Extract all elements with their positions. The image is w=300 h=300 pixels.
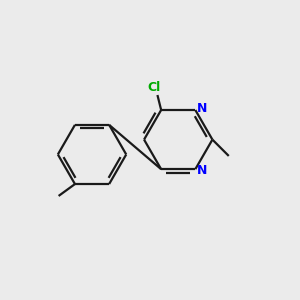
Text: N: N xyxy=(197,164,207,177)
Text: Cl: Cl xyxy=(147,81,160,94)
Text: N: N xyxy=(197,102,207,115)
